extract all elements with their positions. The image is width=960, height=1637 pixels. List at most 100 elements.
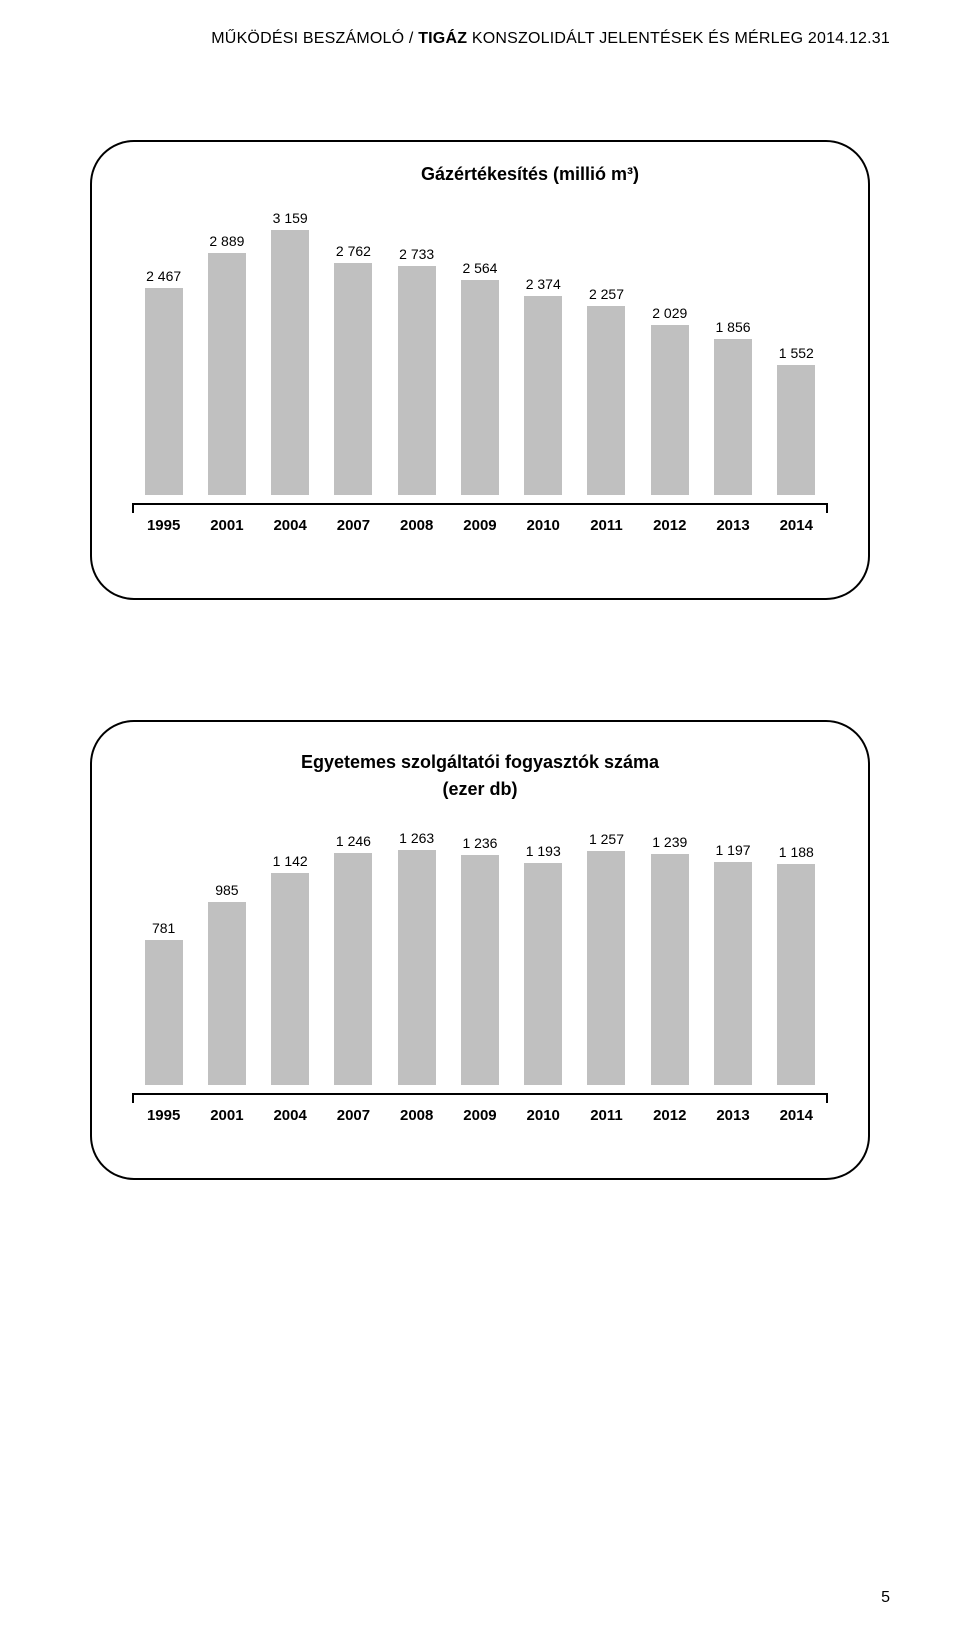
bar [334,853,372,1085]
x-axis-label: 2008 [385,1107,448,1124]
bar [651,854,689,1085]
bar [651,325,689,495]
bar [524,863,562,1085]
page-number: 5 [881,1589,890,1607]
x-axis-label: 2009 [448,517,511,534]
chart2-bars-area: 781 985 1 142 1 246 1 263 1 236 1 193 1 257 1 23… [132,820,828,1095]
bar-group: 2 257 [575,286,638,495]
bar-value-label: 1 263 [399,830,434,846]
bar [271,873,309,1085]
bar-value-label: 2 467 [146,268,181,284]
x-axis-label: 2012 [638,1107,701,1124]
x-axis-label: 2004 [259,1107,322,1124]
bar-group: 1 552 [765,345,828,495]
bar-group: 2 467 [132,268,195,495]
chart1-title-wrap: Gázértékesítés (millió m³) [92,164,868,185]
bar-group: 1 239 [638,834,701,1085]
bar-group: 1 193 [512,843,575,1085]
chart2-title: Egyetemes szolgáltatói fogyasztók száma [132,752,828,773]
x-axis-label: 2011 [575,1107,638,1124]
bar [145,288,183,495]
x-axis-label: 2014 [765,1107,828,1124]
bar [271,230,309,495]
bar [398,850,436,1085]
x-axis-label: 2010 [512,517,575,534]
bar-value-label: 1 188 [779,844,814,860]
bar [714,862,752,1085]
bar-value-label: 1 239 [652,834,687,850]
bar [777,864,815,1085]
bar-group: 985 [195,882,258,1085]
chart1-title: Gázértékesítés (millió m³) [421,164,639,185]
chart-consumers: Egyetemes szolgáltatói fogyasztók száma … [90,720,870,1180]
bar-value-label: 1 246 [336,833,371,849]
bar [461,280,499,495]
bar-value-label: 985 [215,882,238,898]
bar-group: 1 142 [259,853,322,1085]
bar [398,266,436,495]
chart1-bars-area: 2 467 2 889 3 159 2 762 2 733 2 564 2 374 2 257… [132,200,828,505]
x-axis-label: 2010 [512,1107,575,1124]
bar-group: 1 257 [575,831,638,1085]
bar-value-label: 1 552 [779,345,814,361]
x-axis-label: 1995 [132,1107,195,1124]
bar [334,263,372,495]
page-header: MŰKÖDÉSI BESZÁMOLÓ / TIGÁZ KONSZOLIDÁLT … [211,30,890,48]
chart1-xlabels: 1995200120042007200820092010201120122013… [132,517,828,534]
bar-group: 2 564 [448,260,511,495]
bar-group: 1 246 [322,833,385,1085]
bar-group: 1 263 [385,830,448,1085]
bar-group: 2 733 [385,246,448,495]
x-axis-label: 2009 [448,1107,511,1124]
chart2-subtitle: (ezer db) [132,779,828,800]
chart2-xlabels: 1995200120042007200820092010201120122013… [132,1107,828,1124]
x-axis-label: 2008 [385,517,448,534]
bar-value-label: 2 889 [209,233,244,249]
page: MŰKÖDÉSI BESZÁMOLÓ / TIGÁZ KONSZOLIDÁLT … [0,0,960,1637]
bar-group: 2 889 [195,233,258,495]
x-axis-label: 2001 [195,517,258,534]
x-axis-label: 2013 [701,517,764,534]
bar-group: 1 236 [448,835,511,1085]
bar-value-label: 781 [152,920,175,936]
bar-value-label: 1 197 [716,842,751,858]
header-suffix: KONSZOLIDÁLT JELENTÉSEK ÉS MÉRLEG 2014.1… [467,30,890,47]
bar-value-label: 1 257 [589,831,624,847]
bar-group: 2 029 [638,305,701,495]
bar-group: 2 762 [322,243,385,495]
header-prefix: MŰKÖDÉSI BESZÁMOLÓ / [211,30,418,47]
x-axis-label: 2007 [322,517,385,534]
x-axis-label: 2011 [575,517,638,534]
header-bold: TIGÁZ [418,30,467,47]
bar [208,902,246,1085]
bar [208,253,246,495]
bar [587,306,625,495]
bar-value-label: 2 762 [336,243,371,259]
x-axis-label: 2014 [765,517,828,534]
bar-value-label: 1 193 [526,843,561,859]
x-axis-label: 1995 [132,517,195,534]
bar-value-label: 3 159 [273,210,308,226]
bar-group: 781 [132,920,195,1085]
x-axis-label: 2012 [638,517,701,534]
x-axis-label: 2013 [701,1107,764,1124]
bar-value-label: 2 564 [462,260,497,276]
bar-group: 1 856 [701,319,764,495]
bar-value-label: 2 374 [526,276,561,292]
bar [587,851,625,1085]
bar-value-label: 1 856 [716,319,751,335]
bar-value-label: 2 029 [652,305,687,321]
bar [524,296,562,495]
bar-group: 1 188 [765,844,828,1085]
bar-value-label: 1 236 [462,835,497,851]
bar-value-label: 1 142 [273,853,308,869]
bar [714,339,752,495]
x-axis-label: 2004 [259,517,322,534]
bar [777,365,815,495]
bar [145,940,183,1085]
x-axis-label: 2001 [195,1107,258,1124]
chart-gas-sales: Gázértékesítés (millió m³) 2 467 2 889 3 1… [90,140,870,600]
x-axis-label: 2007 [322,1107,385,1124]
bar [461,855,499,1085]
bar-value-label: 2 733 [399,246,434,262]
